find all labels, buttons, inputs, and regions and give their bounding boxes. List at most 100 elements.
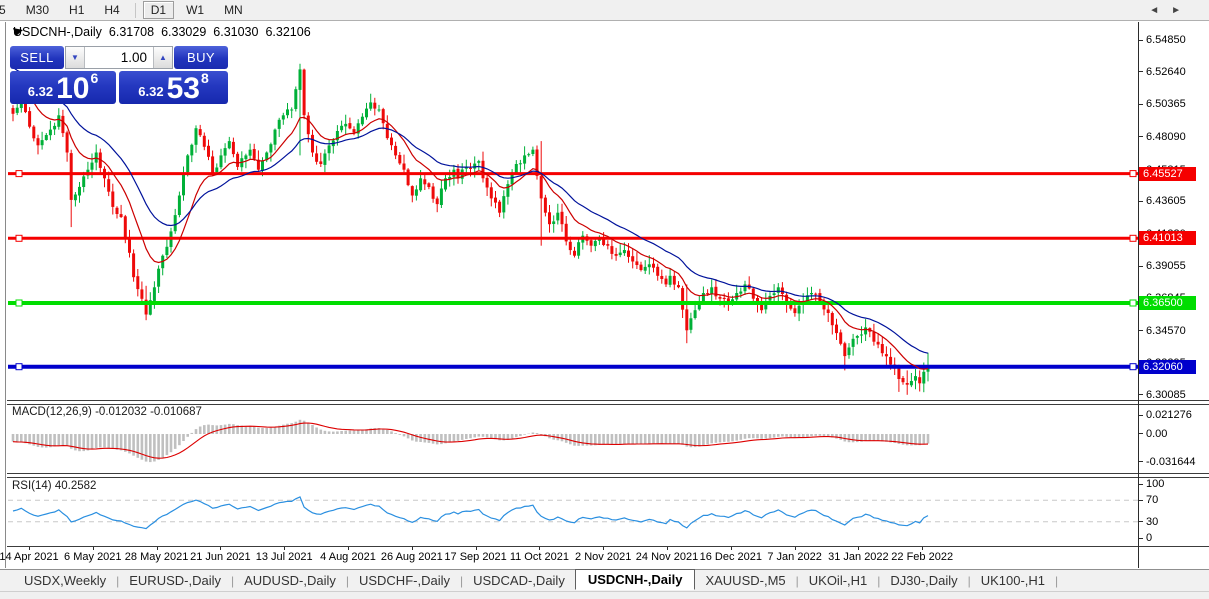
macd-main-value: -0.012032 [95, 406, 147, 418]
axis-tick-label: -0.031644 [1139, 456, 1196, 468]
buy-price-main: 53 [166, 72, 200, 105]
date-tick [220, 547, 222, 550]
date-label: 13 Jul 2021 [255, 551, 313, 563]
date-label: 22 Feb 2022 [891, 551, 954, 563]
axis-tick-label: 30 [1139, 516, 1158, 528]
chart-tab-usdcad-daily[interactable]: USDCAD-,Daily [473, 573, 565, 588]
timeframe-button-w1[interactable]: W1 [178, 1, 212, 19]
date-tick [156, 547, 158, 550]
main-macd-separator[interactable] [7, 400, 1209, 405]
date-label: 7 Jan 2022 [767, 551, 822, 563]
axis-tick-label: 0 [1139, 532, 1152, 544]
rsi-bottom-border [7, 546, 1209, 547]
axis-tick-label: 6.30085 [1139, 389, 1186, 401]
macd-signal-line [12, 422, 929, 459]
axis-tick-label: 70 [1139, 494, 1158, 506]
chart-tab-audusd-daily[interactable]: AUDUSD-,Daily [244, 573, 336, 588]
axis-tick-label: 0.021276 [1139, 409, 1192, 421]
date-label: 21 Jun 2021 [190, 551, 251, 563]
timeframe-button-h4[interactable]: H4 [96, 1, 127, 19]
date-label: 26 Aug 2021 [380, 551, 443, 563]
tab-divider: | [459, 573, 464, 588]
tab-scroll-left-icon[interactable]: ◄ [1149, 5, 1172, 16]
ohlc-high: 6.33029 [161, 25, 207, 39]
date-tick [922, 547, 924, 550]
ohlc-close: 6.32106 [265, 25, 311, 39]
date-tick [92, 547, 94, 550]
date-tick [411, 547, 413, 550]
sell-price-prefix: 6.32 [27, 84, 54, 99]
tab-scroll-right-icon[interactable]: ► [1171, 5, 1193, 16]
chart-title: USDCNH-,Daily 6.31708 6.33029 6.31030 6.… [13, 25, 311, 39]
tab-divider: | [345, 573, 349, 588]
rsi-value: 40.2582 [54, 480, 97, 492]
tab-divider: | [1055, 573, 1059, 588]
buy-price-display[interactable]: 6.32 53 8 [119, 70, 228, 105]
axis-tick-label: 6.43605 [1139, 195, 1186, 207]
sell-price-display[interactable]: 6.32 10 6 [10, 70, 116, 105]
tab-scroll-arrows[interactable]: ◄► [1149, 5, 1193, 16]
price-line-label-6.41013: 6.41013 [1139, 231, 1196, 246]
ohlc-open: 6.31708 [108, 25, 155, 39]
date-tick [858, 547, 860, 550]
chart-tab-usdchf-daily[interactable]: USDCHF-,Daily [358, 573, 450, 588]
date-label: 14 Apr 2021 [0, 551, 59, 563]
macd-name: MACD(12,26,9) [12, 406, 92, 418]
sell-button[interactable]: SELL [10, 46, 64, 69]
chart-tab-usdcnh-daily[interactable]: USDCNH-,Daily [574, 569, 696, 590]
volume-decrease-button[interactable]: ▼ [66, 47, 85, 68]
macd-pane[interactable] [8, 404, 1138, 473]
macd-signal-value: -0.010687 [150, 406, 202, 418]
chart-tab-uk100-h1[interactable]: UK100-,H1 [980, 573, 1046, 588]
date-tick [284, 547, 286, 550]
date-label: 11 Oct 2021 [509, 551, 569, 563]
toolbar-separator [134, 2, 136, 18]
axis-tick-label: 6.39055 [1139, 260, 1186, 272]
timeframe-button-mn[interactable]: MN [216, 1, 251, 19]
sell-price-sup: 6 [90, 70, 99, 86]
chart-tab-ukoil-h1[interactable]: UKOil-,H1 [808, 573, 868, 588]
chart-tab-usdx-weekly[interactable]: USDX,Weekly [24, 573, 107, 588]
date-tick [475, 547, 477, 550]
main-chart-pane[interactable] [8, 22, 1138, 400]
rsi-line [12, 496, 929, 530]
timeframe-button-m30[interactable]: M30 [18, 1, 57, 19]
buy-button[interactable]: BUY [174, 46, 228, 69]
macd-label: MACD(12,26,9) -0.012032 -0.010687 [12, 406, 202, 418]
window-frame-left [5, 22, 6, 568]
tab-divider: | [230, 573, 235, 588]
date-label: 28 May 2021 [124, 551, 189, 563]
price-line-label-6.36500: 6.36500 [1139, 296, 1196, 311]
window-frame-left-highlight [6, 22, 7, 568]
rsi-label: RSI(14) 40.2582 [12, 480, 96, 492]
price-line-label-6.32060: 6.32060 [1139, 359, 1196, 374]
symbol-marker-icon [13, 27, 23, 36]
date-tick [667, 547, 668, 550]
rsi-name: RSI(14) [12, 480, 52, 492]
volume-increase-button[interactable]: ▲ [153, 47, 172, 68]
axis-tick-label: 6.50365 [1139, 98, 1186, 110]
ohlc-low: 6.31030 [213, 25, 259, 39]
chart-tab-xauusd-m5[interactable]: XAUUSD-,M5 [705, 573, 786, 588]
date-label: 16 Dec 2021 [699, 551, 762, 563]
timeframe-button-d1[interactable]: D1 [142, 1, 175, 19]
date-tick [29, 547, 30, 550]
timeframe-button-h1[interactable]: H1 [61, 1, 92, 19]
timeframe-button-5[interactable]: 5 [0, 1, 14, 19]
rsi-pane[interactable] [8, 477, 1138, 546]
macd-rsi-separator[interactable] [7, 473, 1209, 478]
chart-tab-dj30-daily[interactable]: DJ30-,Daily [890, 573, 958, 588]
date-tick [603, 547, 605, 550]
symbol-name: USDCNH-,Daily [13, 25, 102, 39]
one-click-trading-panel: SELL ▼ ▲ BUY 6.32 10 6 6.32 53 8 [10, 46, 228, 104]
buy-price-sup: 8 [200, 70, 209, 86]
date-label: 4 Aug 2021 [320, 551, 376, 563]
axis-tick-label: 6.34570 [1139, 325, 1186, 337]
chart-tab-eurusd-daily[interactable]: EURUSD-,Daily [129, 573, 221, 588]
date-tick [348, 547, 349, 550]
price-axis-divider [1138, 22, 1139, 568]
sell-price-main: 10 [56, 72, 90, 105]
volume-input[interactable] [85, 47, 153, 68]
axis-tick-label: 6.48090 [1139, 131, 1186, 143]
axis-tick-label: 0.00 [1139, 428, 1167, 440]
